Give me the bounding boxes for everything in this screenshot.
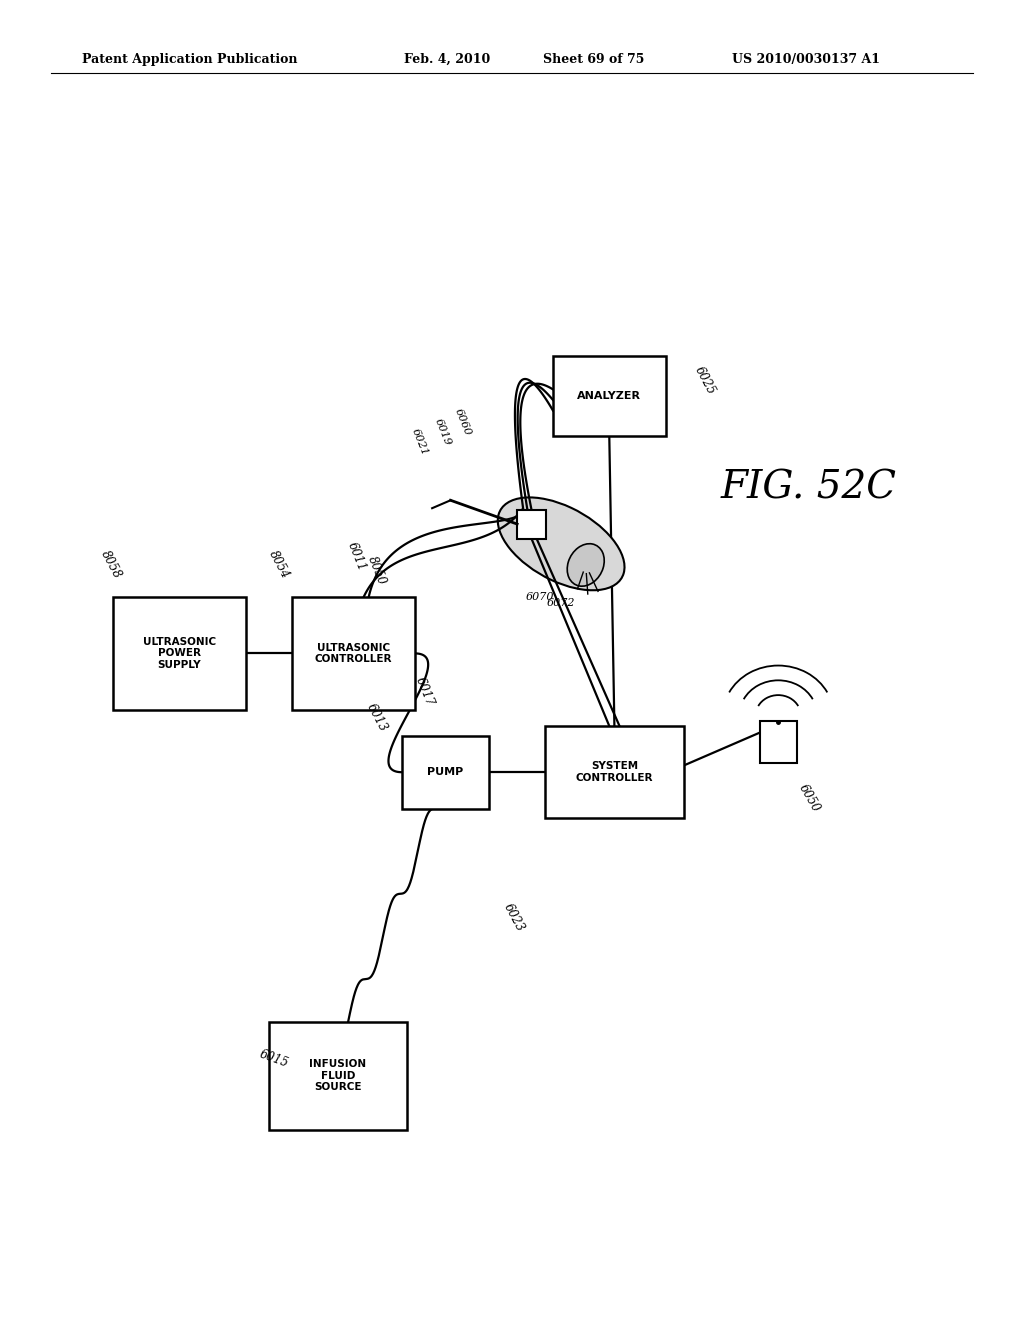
Text: 8058: 8058	[98, 549, 123, 581]
Bar	[292, 597, 415, 710]
Ellipse shape	[567, 544, 604, 586]
Text: 6025: 6025	[692, 364, 717, 396]
Text: PUMP: PUMP	[427, 767, 464, 777]
Text: 6070: 6070	[525, 591, 554, 602]
Text: 6050: 6050	[796, 783, 822, 814]
Text: US 2010/0030137 A1: US 2010/0030137 A1	[732, 53, 881, 66]
Text: Sheet 69 of 75: Sheet 69 of 75	[543, 53, 644, 66]
Text: 6017: 6017	[414, 676, 436, 708]
Bar	[545, 726, 684, 818]
Text: Patent Application Publication: Patent Application Publication	[82, 53, 297, 66]
Text: INFUSION
FLUID
SOURCE: INFUSION FLUID SOURCE	[309, 1059, 367, 1093]
Bar	[113, 597, 246, 710]
Bar	[401, 737, 489, 808]
Text: FIG. 52C: FIG. 52C	[721, 470, 897, 507]
Text: 8054: 8054	[266, 549, 291, 581]
Ellipse shape	[498, 498, 625, 590]
Text: 6023: 6023	[502, 902, 526, 933]
Text: 6060: 6060	[453, 408, 473, 437]
Text: 6019: 6019	[432, 417, 453, 446]
Text: Feb. 4, 2010: Feb. 4, 2010	[404, 53, 490, 66]
Text: 6021: 6021	[410, 428, 430, 457]
Text: ANALYZER: ANALYZER	[578, 391, 641, 401]
Text: 6011: 6011	[345, 541, 368, 573]
Bar	[517, 510, 546, 539]
Text: 6015: 6015	[258, 1047, 291, 1071]
Text: 8050: 8050	[366, 554, 388, 586]
Text: ULTRASONIC
POWER
SUPPLY: ULTRASONIC POWER SUPPLY	[142, 636, 216, 671]
Text: 6013: 6013	[365, 702, 389, 734]
Bar	[268, 1022, 408, 1130]
Text: ULTRASONIC
CONTROLLER: ULTRASONIC CONTROLLER	[314, 643, 392, 664]
Bar	[760, 721, 797, 763]
Text: SYSTEM
CONTROLLER: SYSTEM CONTROLLER	[575, 762, 653, 783]
Bar	[553, 356, 666, 436]
Text: 6072: 6072	[547, 598, 575, 609]
